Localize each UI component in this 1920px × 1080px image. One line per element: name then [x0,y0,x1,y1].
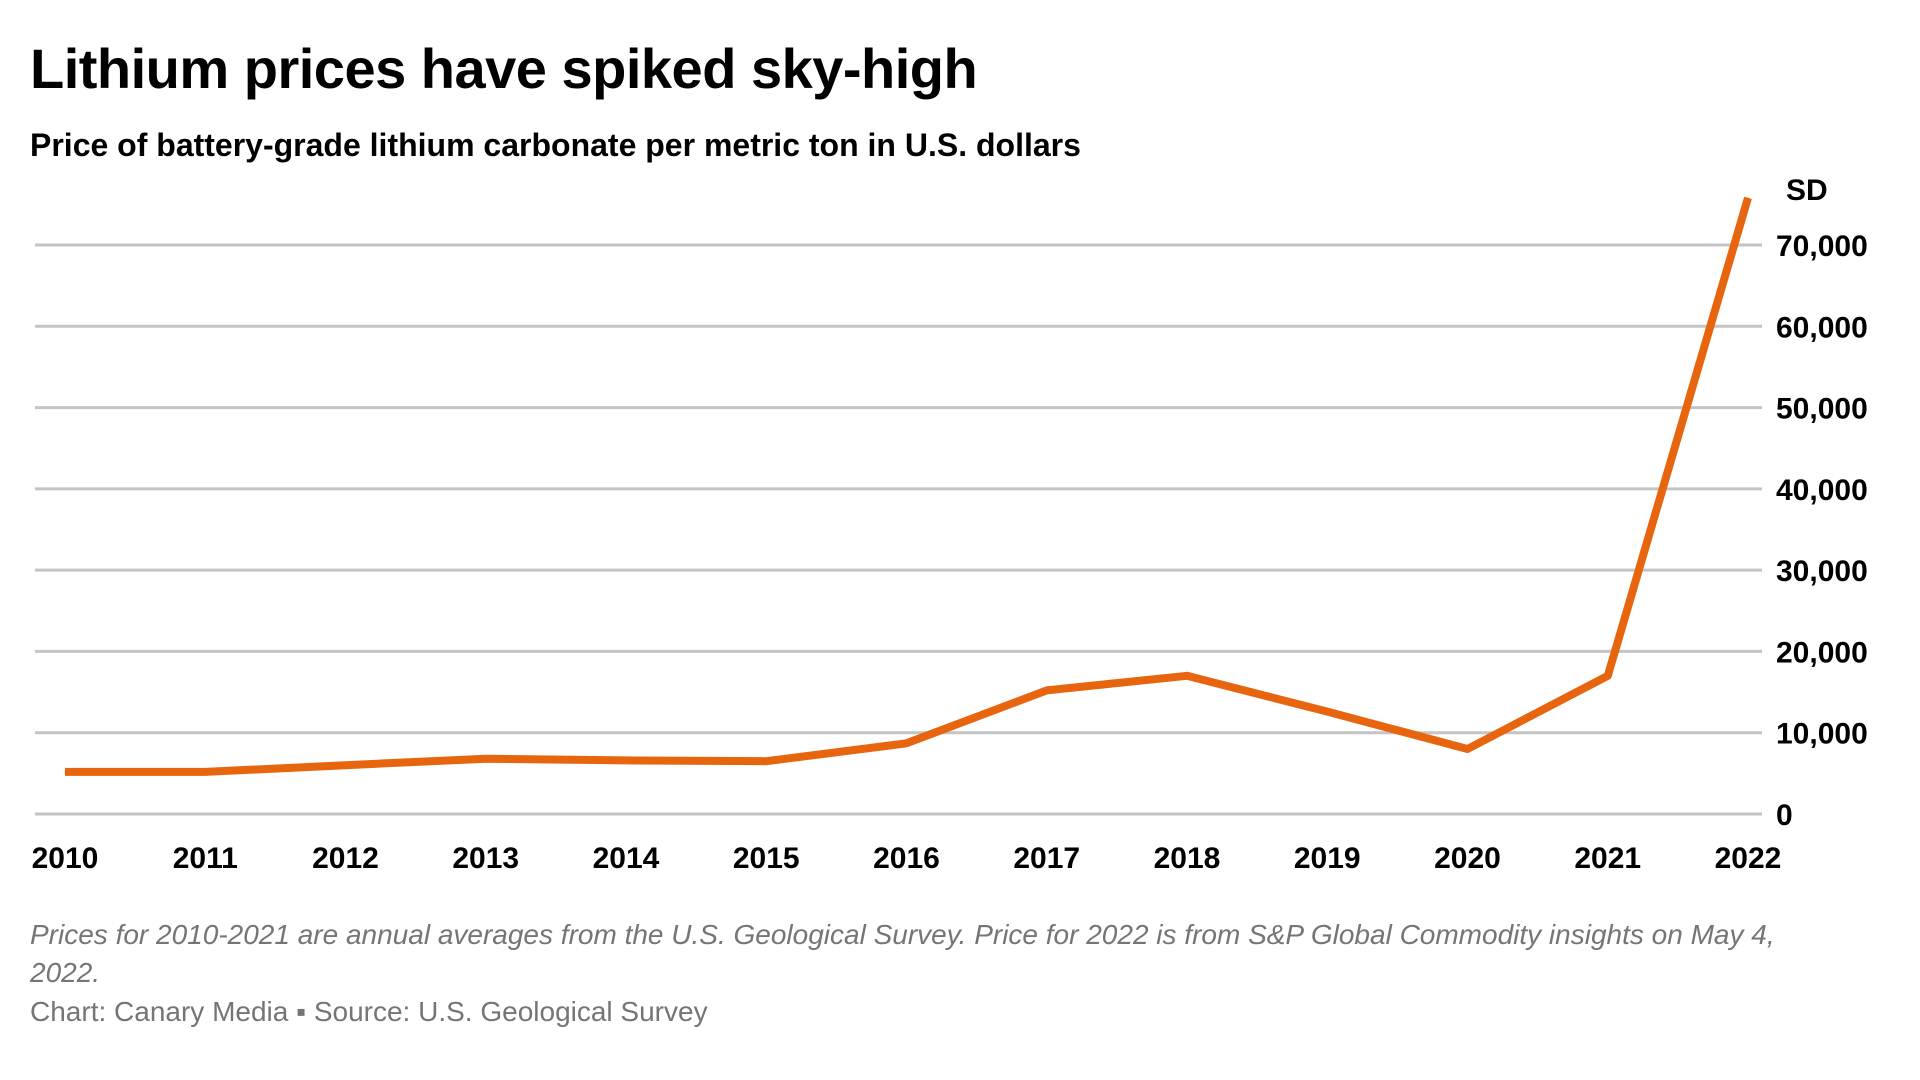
x-axis-ticks: 2010 2011 2012 2013 2014 2015 2016 2017 2018 2019… [32,842,1782,875]
x-tick-label: 2013 [452,842,519,875]
chart-subtitle: Price of battery-grade lithium carbonate… [30,127,1081,163]
gridlines [35,243,1762,816]
y-unit-label: SD [1786,174,1828,207]
credit-line: Chart: Canary Media ▪ Source: U.S. Geolo… [30,993,708,1031]
data-point-2015 [765,760,767,762]
credit-separator: ▪ [296,996,307,1027]
chart-credit: Chart: Canary Media [30,996,289,1027]
data-point-2013 [485,758,487,760]
y-tick-label: 0 [1776,799,1793,832]
y-tick-label: 30,000 [1776,555,1868,588]
x-tick-label: 2016 [873,842,940,875]
y-tick-label: 10,000 [1776,718,1868,751]
x-tick-label: 2017 [1013,842,1080,875]
x-tick-label: 2021 [1574,842,1641,875]
data-point-2010 [64,771,66,773]
data-point-2018 [1186,675,1188,677]
footnote: Prices for 2010-2021 are annual averages… [30,919,1775,988]
data-point-2021 [1607,675,1609,677]
x-tick-label: 2018 [1154,842,1221,875]
line-chart: 0 10,000 20,000 30,000 40,000 50,000 60,000 70,… [32,174,1868,875]
y-tick-label: 70,000 [1776,230,1868,263]
y-tick-label: 40,000 [1776,474,1868,507]
y-axis-ticks: 0 10,000 20,000 30,000 40,000 50,000 60,000 70,… [1776,230,1868,832]
data-point-2020 [1467,748,1468,750]
x-tick-label: 2019 [1294,842,1361,875]
source-credit: Source: U.S. Geological Survey [313,996,708,1027]
data-point-2019 [1326,711,1328,713]
y-tick-label: 50,000 [1776,393,1868,426]
x-tick-label: 2022 [1715,842,1782,875]
x-tick-label: 2012 [312,842,379,875]
data-point-2016 [906,742,907,744]
series-layer [64,196,1752,776]
series-line [65,196,1752,776]
y-tick-label: 60,000 [1776,311,1868,344]
x-tick-label: 2011 [173,842,238,875]
x-tick-label: 2010 [32,842,99,875]
chart-title: Lithium prices have spiked sky-high [30,37,978,100]
data-point-2011 [204,771,206,773]
data-point-2017 [1046,689,1048,691]
x-tick-label: 2020 [1434,842,1501,875]
x-tick-label: 2015 [733,842,800,875]
data-point-2012 [345,764,346,766]
y-tick-label: 20,000 [1776,636,1868,669]
data-point-2022 [1747,197,1749,199]
x-tick-label: 2014 [593,842,660,875]
data-point-2014 [625,759,627,761]
